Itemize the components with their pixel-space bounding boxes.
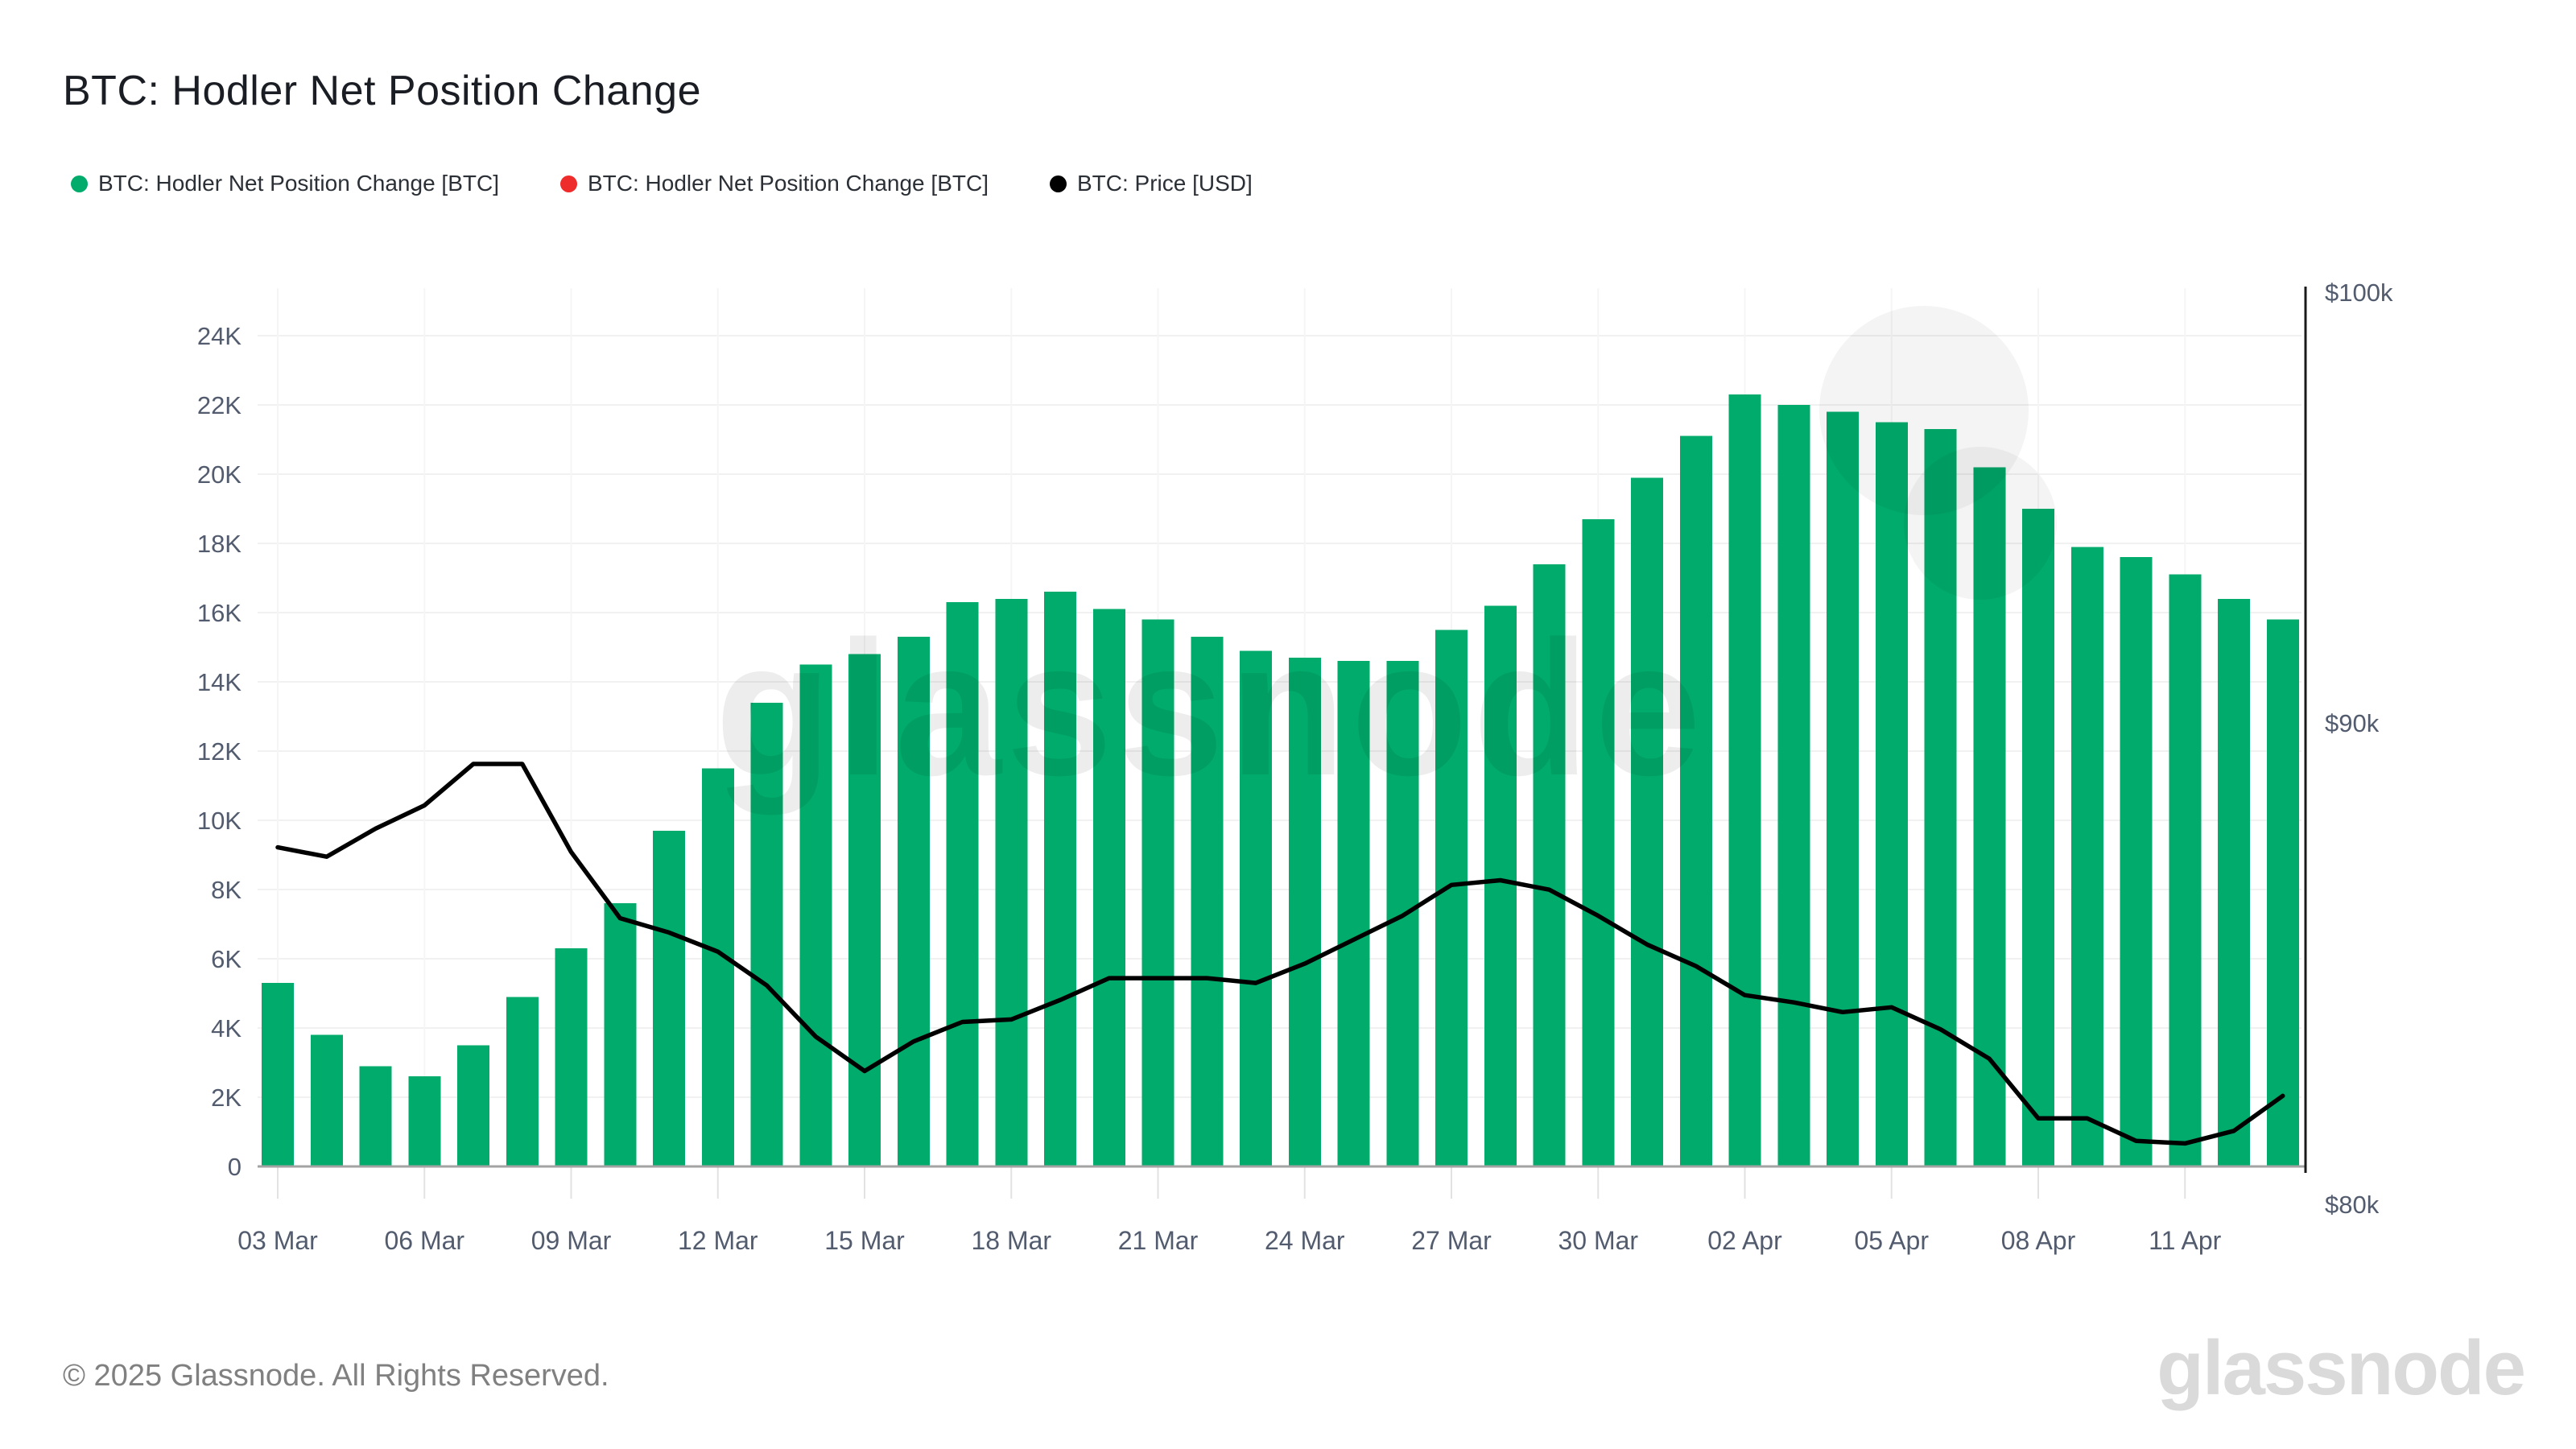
legend-label: BTC: Hodler Net Position Change [BTC]	[587, 171, 989, 196]
legend-item-hodler-net-position-red[interactable]: BTC: Hodler Net Position Change [BTC]	[559, 171, 989, 196]
bar[interactable]	[848, 654, 881, 1166]
bar[interactable]	[946, 602, 979, 1166]
bar[interactable]	[1141, 619, 1174, 1166]
bar[interactable]	[1240, 650, 1272, 1166]
bar[interactable]	[2120, 557, 2153, 1166]
bar[interactable]	[604, 903, 637, 1166]
bar[interactable]	[1191, 637, 1224, 1166]
x-axis-tick-label: 09 Mar	[531, 1226, 612, 1255]
bar[interactable]	[1924, 429, 1957, 1166]
legend-label: BTC: Hodler Net Position Change [BTC]	[98, 171, 499, 196]
left-axis-tick-label: 12K	[197, 737, 242, 766]
left-axis-tick-label: 2K	[211, 1084, 242, 1112]
legend: BTC: Hodler Net Position Change [BTC] BT…	[71, 171, 1253, 196]
left-axis-tick-label: 0	[228, 1153, 242, 1181]
bar[interactable]	[359, 1066, 392, 1166]
bar[interactable]	[1044, 592, 1076, 1166]
bar[interactable]	[555, 948, 588, 1166]
x-axis-tick-label: 02 Apr	[1707, 1226, 1782, 1255]
copyright-text: © 2025 Glassnode. All Rights Reserved.	[63, 1359, 609, 1393]
page-title: BTC: Hodler Net Position Change	[63, 67, 701, 114]
bar[interactable]	[2169, 574, 2202, 1166]
x-axis-tick-label: 06 Mar	[384, 1226, 464, 1255]
red-series-dot-icon	[559, 175, 577, 192]
bar[interactable]	[653, 830, 685, 1166]
right-axis-tick-label: $90k	[2325, 709, 2380, 737]
x-axis-tick-label: 24 Mar	[1265, 1226, 1345, 1255]
bar[interactable]	[1875, 422, 1908, 1167]
bar[interactable]	[1777, 405, 1810, 1166]
x-axis-tick-label: 18 Mar	[971, 1226, 1051, 1255]
bar[interactable]	[1728, 394, 1761, 1167]
x-axis-tick-label: 03 Mar	[237, 1226, 318, 1255]
bar[interactable]	[750, 702, 783, 1166]
bar[interactable]	[1533, 564, 1566, 1166]
left-axis-tick-label: 10K	[197, 807, 242, 835]
bar[interactable]	[1582, 518, 1615, 1166]
bar[interactable]	[701, 768, 734, 1167]
left-axis-tick-label: 8K	[211, 876, 242, 904]
x-axis-tick-label: 12 Mar	[678, 1226, 758, 1255]
bar[interactable]	[2266, 619, 2299, 1166]
left-axis-tick-label: 16K	[197, 599, 242, 627]
left-axis-tick-label: 22K	[197, 391, 242, 419]
x-axis-tick-label: 15 Mar	[824, 1226, 905, 1255]
bar[interactable]	[2070, 547, 2103, 1166]
legend-item-hodler-net-position-green[interactable]: BTC: Hodler Net Position Change [BTC]	[71, 171, 499, 196]
left-axis-tick-label: 18K	[197, 530, 242, 558]
left-axis-tick-label: 20K	[197, 460, 242, 489]
x-axis-tick-label: 05 Apr	[1854, 1226, 1929, 1255]
bar[interactable]	[1288, 657, 1321, 1166]
left-axis-tick-label: 24K	[197, 322, 242, 350]
bar[interactable]	[2022, 509, 2054, 1166]
bar[interactable]	[1679, 436, 1712, 1166]
bar[interactable]	[1435, 630, 1468, 1167]
legend-item-price[interactable]: BTC: Price [USD]	[1049, 171, 1253, 196]
bar[interactable]	[457, 1045, 489, 1167]
price-line[interactable]	[275, 762, 2285, 1146]
bar[interactable]	[1092, 609, 1125, 1166]
bar[interactable]	[1631, 477, 1663, 1166]
bar[interactable]	[506, 997, 539, 1166]
bar[interactable]	[799, 664, 832, 1167]
left-axis-tick-label: 6K	[211, 945, 242, 973]
legend-label: BTC: Price [USD]	[1076, 171, 1253, 196]
bar[interactable]	[1827, 411, 1859, 1167]
left-axis-tick-label: 14K	[197, 668, 242, 696]
bar[interactable]	[262, 983, 294, 1166]
bar[interactable]	[408, 1076, 441, 1166]
x-axis-tick-label: 27 Mar	[1411, 1226, 1492, 1255]
left-axis-tick-label: 4K	[211, 1014, 242, 1042]
bar[interactable]	[897, 637, 930, 1166]
right-axis-tick-label: $100k	[2325, 279, 2393, 307]
bar[interactable]	[1484, 605, 1517, 1166]
x-axis-tick-label: 08 Apr	[2001, 1226, 2076, 1255]
black-series-dot-icon	[1049, 175, 1067, 192]
right-axis-tick-label: $80k	[2325, 1191, 2380, 1219]
x-axis-tick-label: 11 Apr	[2149, 1226, 2221, 1255]
bar[interactable]	[1337, 661, 1370, 1166]
bar[interactable]	[310, 1034, 343, 1166]
green-series-dot-icon	[71, 175, 88, 192]
x-axis-tick-label: 30 Mar	[1558, 1226, 1638, 1255]
bar[interactable]	[2218, 598, 2250, 1166]
glassnode-logo: glassnode	[2157, 1325, 2526, 1411]
x-axis-tick-label: 21 Mar	[1118, 1226, 1199, 1255]
bar[interactable]	[995, 598, 1028, 1166]
